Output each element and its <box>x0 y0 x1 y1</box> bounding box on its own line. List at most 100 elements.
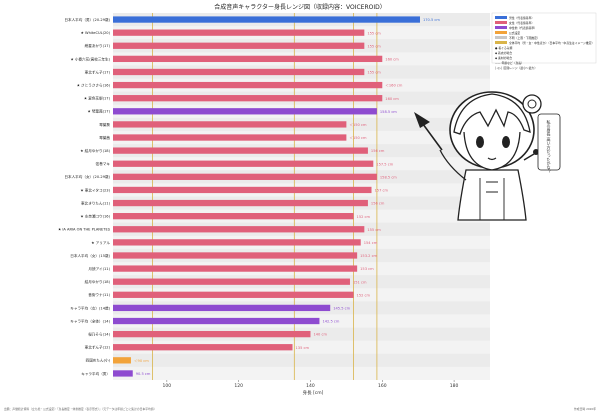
bar-value-label: 160 cm <box>385 97 399 101</box>
legend: 男性（代表値基準）女性（代表値基準）中性他（代表値基準）公式設定不明（上限・下限… <box>491 12 597 70</box>
category-label: キャラ平均（女）(14歳) <box>70 305 110 310</box>
x-tick-label: 100 <box>163 383 172 389</box>
bar-value-label: ＜150 cm <box>349 136 367 140</box>
bar-value-label: 145.5 cm <box>333 307 350 311</box>
legend-marker-label: —— 年齢など（身長） <box>495 61 524 65</box>
bar <box>113 42 365 49</box>
category-label: 月読アイ(11) <box>88 266 110 271</box>
bar <box>113 317 320 325</box>
bar-value-label: 151 cm <box>353 280 367 284</box>
category-label: 琴葉葵 <box>99 122 110 127</box>
bar-value-label: 157.5 cm <box>376 162 393 166</box>
legend-label: 女性（代表値基準） <box>509 21 534 25</box>
category-labels: 日本人平均（男）(20-29歳) ★ WhiteCUL(20) 紲星あかり(17) ★… <box>58 17 111 376</box>
x-tick-label: 180 <box>450 383 459 389</box>
bar-value-label: 160 cm <box>385 57 399 61</box>
category-label: 音街ウナ(11) <box>88 292 110 297</box>
category-label: 日本人平均（男）(20-29歳) <box>64 17 110 22</box>
plot-area <box>113 13 490 380</box>
bar <box>113 252 358 259</box>
category-label: 東北ずん子(12) <box>85 345 111 350</box>
legend-swatch <box>495 21 507 24</box>
bar-value-label: 153.2 cm <box>360 254 377 258</box>
bar <box>113 226 365 233</box>
bar <box>113 29 365 36</box>
bar-value-label: 90.5 cm <box>136 372 151 376</box>
bar-value-label: 158.5 cm <box>380 110 397 114</box>
x-axis: 100 120 140 160 180 <box>163 380 459 389</box>
bars: 170.5 cm 155 cm 155 cm 160 cm 155 cm ＜160 cm 1… <box>113 16 440 377</box>
bar <box>113 330 311 338</box>
bar <box>113 55 383 63</box>
category-label: ★ IA ARIA ON THE PLANETES <box>58 228 111 232</box>
bar <box>113 160 374 167</box>
bar <box>113 370 133 377</box>
mascot-mic <box>523 153 535 161</box>
legend-marker-label: ◆ 素材の場合 <box>495 56 512 60</box>
bar-value-label: ＜160 cm <box>385 84 403 88</box>
bar <box>113 147 368 154</box>
bar <box>113 265 358 272</box>
credit: 作成日時 2020年 <box>574 407 596 411</box>
category-label: ★ 夏色花梨(17) <box>84 96 111 101</box>
bar-value-label: 142.5 cm <box>322 320 339 324</box>
bar <box>113 108 377 115</box>
bar <box>113 291 354 298</box>
bar <box>113 186 372 194</box>
mascot-body <box>457 169 527 221</box>
speech-bubble-text: 私の身長 高い方だったかな？ <box>547 119 552 174</box>
legend-label: 公式設定 <box>509 31 520 35</box>
bar <box>113 81 383 89</box>
bar-value-label: 140 cm <box>313 333 327 337</box>
category-label: 東北ずん子(17) <box>85 69 111 74</box>
legend-box <box>491 12 597 64</box>
x-axis-label: 身長 [cm] <box>303 389 324 396</box>
category-label: 弦巻マキ <box>96 161 111 166</box>
mascot-eye-left <box>476 136 484 148</box>
category-label: ★ WhiteCUL(20) <box>81 31 111 35</box>
footnote: 出典：声優統計資料（立ち絵・公式設定）「身長推定・体重推定（表示形式）」（元デー… <box>4 407 156 411</box>
bar-value-label: 157 cm <box>375 189 389 193</box>
legend-label: 男性（代表値基準） <box>509 16 534 20</box>
bar-value-label: ＜150 cm <box>349 123 367 127</box>
bar-value-label: 158.5 cm <box>380 175 397 179</box>
category-label: 日本人平均（女）(20-29歳) <box>64 174 110 179</box>
legend-swatch <box>495 26 507 29</box>
bar <box>113 213 354 220</box>
bar-value-label: 170.5 cm <box>423 18 440 22</box>
bar-value-label: 152 cm <box>357 215 371 219</box>
bar-value-label: 156 cm <box>371 149 385 153</box>
x-tick-label: 140 <box>306 383 315 389</box>
bar <box>113 304 331 312</box>
category-label: キャラ平均（全体）(14) <box>70 318 110 323</box>
bar-value-label: 135 cm <box>296 346 310 350</box>
category-label: ★ 琴葉茜(17) <box>87 109 110 114</box>
category-label: ★ 東北イタコ(23) <box>80 187 110 192</box>
legend-label: 不明（上限・下限推定） <box>509 36 540 40</box>
bar <box>113 68 365 76</box>
category-label: 紲星あかり(17) <box>85 43 111 48</box>
bar <box>113 344 293 351</box>
bar-value-label: 155 cm <box>367 228 381 232</box>
bar <box>113 199 368 207</box>
bar-value-label: 155 cm <box>367 44 381 48</box>
legend-label: 全体平均（男・女・中性ほか）（日本平均・中高生はイメージ推定） <box>509 41 594 45</box>
speech-bubble <box>537 113 561 171</box>
bar <box>113 239 361 246</box>
category-label: キャラ平均（男） <box>81 371 110 376</box>
mascot-bangs <box>453 93 531 135</box>
mascot-eye-right <box>502 136 510 148</box>
legend-swatch <box>495 31 507 34</box>
bar <box>113 16 420 23</box>
category-label: ★ 結月ゆかり(18) <box>80 148 110 153</box>
category-label: ★ 小春六花(高校三年生) <box>70 56 110 61</box>
mascot-arm <box>439 149 467 181</box>
bar <box>113 357 131 364</box>
x-tick-label: 160 <box>378 383 387 389</box>
x-tick-label: 120 <box>234 383 243 389</box>
category-label: ★ アリアル <box>91 240 110 245</box>
mascot-mouth <box>487 157 497 161</box>
bar-value-label: 155 cm <box>367 31 381 35</box>
bar-value-label: 153 cm <box>360 267 374 271</box>
